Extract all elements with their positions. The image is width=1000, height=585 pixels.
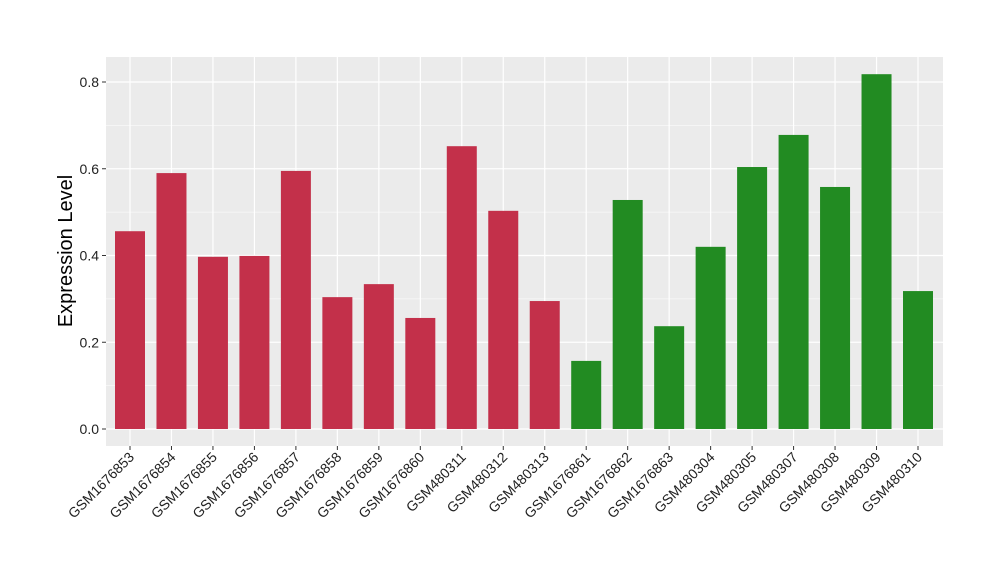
bar-GSM480305 bbox=[737, 167, 768, 429]
bar-GSM1676854 bbox=[156, 173, 187, 429]
bar-GSM1676855 bbox=[197, 256, 228, 429]
y-tick-label: 0.4 bbox=[80, 248, 100, 264]
y-tick-label: 0.0 bbox=[80, 421, 100, 437]
y-axis-label: Expression Level bbox=[55, 175, 77, 327]
bar-GSM1676862 bbox=[612, 199, 643, 429]
bar-GSM480312 bbox=[488, 210, 519, 429]
bar-GSM480309 bbox=[861, 74, 892, 429]
bar-GSM1676858 bbox=[322, 297, 353, 429]
x-axis: GSM1676853GSM1676854GSM1676855GSM1676856… bbox=[65, 446, 925, 521]
bar-GSM1676860 bbox=[405, 317, 436, 429]
bar-GSM1676863 bbox=[654, 326, 685, 429]
bar-GSM480313 bbox=[529, 301, 560, 429]
bar-GSM480307 bbox=[778, 134, 809, 430]
y-tick-label: 0.8 bbox=[80, 74, 100, 90]
y-tick-label: 0.2 bbox=[80, 334, 100, 350]
bars bbox=[115, 74, 933, 430]
bar-GSM480311 bbox=[446, 146, 477, 429]
plot-panel bbox=[106, 57, 943, 446]
bar-GSM480304 bbox=[695, 246, 726, 429]
bar-GSM480310 bbox=[903, 291, 933, 429]
bar-GSM1676859 bbox=[363, 284, 394, 429]
y-tick-label: 0.6 bbox=[80, 161, 100, 177]
bar-GSM1676856 bbox=[239, 255, 270, 429]
bar-GSM480308 bbox=[820, 186, 851, 429]
bar-GSM1676853 bbox=[115, 231, 145, 429]
bar-GSM1676857 bbox=[280, 170, 311, 429]
y-axis: 0.0 0.2 0.4 0.6 0.8 bbox=[80, 74, 106, 437]
bar-GSM1676861 bbox=[571, 360, 602, 429]
